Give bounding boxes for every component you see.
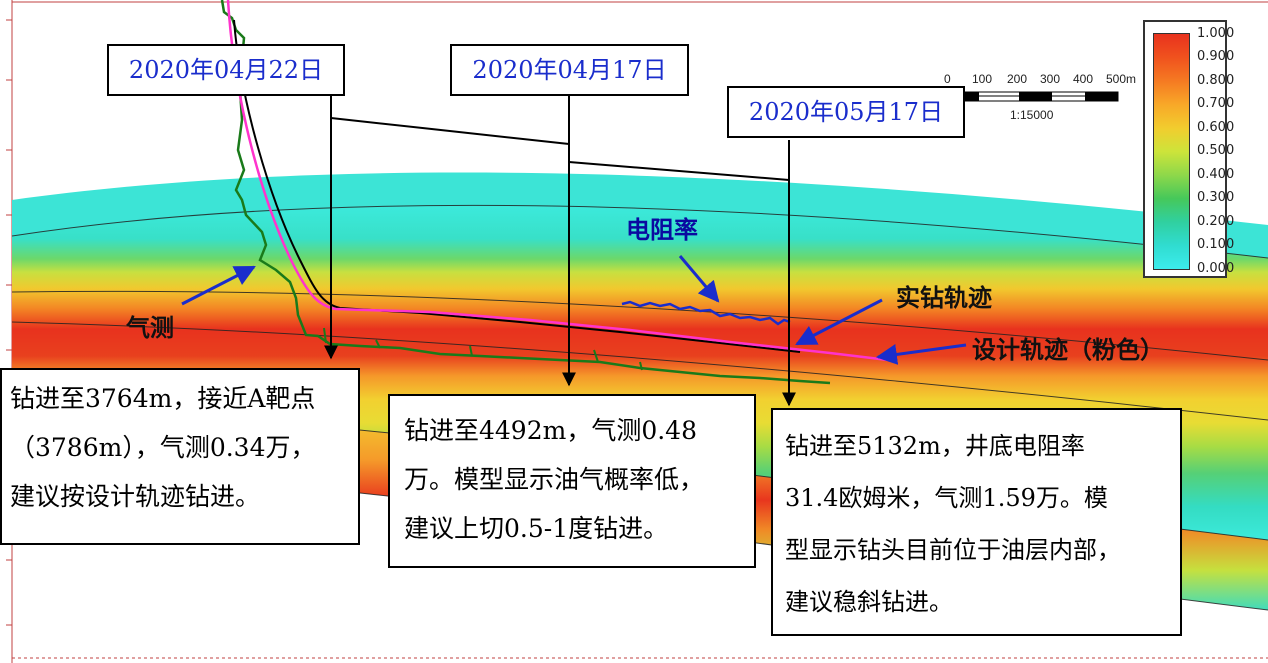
date-label-2020-04-17: 2020年04月17日 bbox=[450, 44, 689, 96]
note-line: 建议稳斜钻进。 bbox=[785, 588, 953, 616]
design-track-label: 设计轨迹（粉色） bbox=[972, 336, 1164, 364]
scale-bar bbox=[963, 91, 1119, 102]
legend-tick: 0.700 bbox=[1197, 96, 1235, 111]
note-3764m: 钻进至3764m，接近A靶点 （3786m），气测0.34万， 建议按设计轨迹钻… bbox=[0, 368, 360, 545]
legend-tick: 0.400 bbox=[1197, 167, 1235, 182]
legend-tick: 0.500 bbox=[1197, 143, 1235, 158]
note-line: 建议上切0.5-1度钻进。 bbox=[404, 514, 669, 543]
gas-log-label: 气测 bbox=[126, 314, 174, 342]
legend-tick: 0.300 bbox=[1197, 190, 1235, 205]
scale-tick: 400 bbox=[1073, 72, 1094, 86]
scale-tick: 200 bbox=[1007, 72, 1028, 86]
resistivity-label: 电阻率 bbox=[626, 216, 698, 244]
actual-track-label: 实钻轨迹 bbox=[896, 284, 992, 312]
legend-tick: 0.200 bbox=[1197, 214, 1235, 229]
resistivity-curve bbox=[621, 300, 791, 326]
date-label-2020-05-17: 2020年05月17日 bbox=[727, 86, 965, 138]
note-line: 钻进至3764m，接近A靶点 bbox=[10, 384, 316, 413]
upper-cyan-layer bbox=[12, 172, 1268, 260]
legend-tick: 0.800 bbox=[1197, 73, 1235, 88]
legend-tick: 0.600 bbox=[1197, 120, 1235, 135]
note-line: 钻进至5132m，井底电阻率 bbox=[785, 432, 1085, 460]
date-label-2020-04-22: 2020年04月22日 bbox=[107, 44, 345, 96]
note-4492m: 钻进至4492m，气测0.48 万。模型显示油气概率低， 建议上切0.5-1度钻… bbox=[388, 394, 756, 568]
note-line: 型显示钻头目前位于油层内部， bbox=[785, 536, 1121, 564]
legend-tick: 0.100 bbox=[1197, 237, 1235, 252]
note-line: 31.4欧姆米，气测1.59万。模 bbox=[785, 484, 1108, 512]
note-line: 万。模型显示油气概率低， bbox=[404, 465, 705, 494]
note-5132m: 钻进至5132m，井底电阻率 31.4欧姆米，气测1.59万。模 型显示钻头目前… bbox=[771, 408, 1182, 636]
note-line: 钻进至4492m，气测0.48 bbox=[404, 416, 697, 445]
scale-tick: 300 bbox=[1040, 72, 1061, 86]
scale-tick: 0 bbox=[944, 72, 951, 86]
scale-ratio: 1:15000 bbox=[1010, 108, 1054, 122]
legend-tick: 0.000 bbox=[1197, 261, 1235, 276]
legend-tick: 0.900 bbox=[1197, 49, 1235, 64]
legend-color-bar bbox=[1153, 33, 1190, 270]
scale-tick: 100 bbox=[972, 72, 993, 86]
probability-legend: 1.000 0.900 0.800 0.700 0.600 0.500 0.40… bbox=[1143, 20, 1234, 278]
legend-tick: 1.000 bbox=[1197, 26, 1235, 41]
note-line: 建议按设计轨迹钻进。 bbox=[10, 482, 261, 511]
note-line: （3786m），气测0.34万， bbox=[10, 433, 316, 462]
scale-tick: 500m bbox=[1106, 72, 1137, 86]
